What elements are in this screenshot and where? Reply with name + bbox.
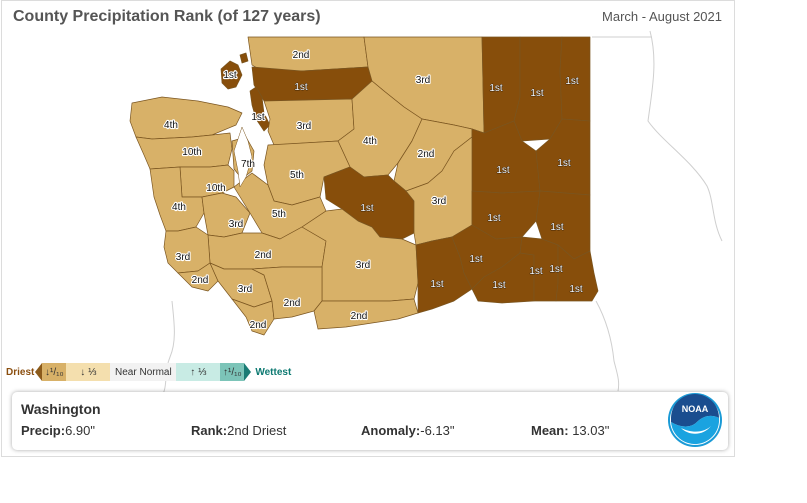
rank-label-okanogan: 3rd xyxy=(416,75,430,86)
rank-labels: 1st 2nd 1st 3rd 1st 1st 1st 1st 4th 3rd … xyxy=(163,49,579,332)
legend: Driest ↓¹/₁₀ ↓ ⅓ Near Normal ↑ ⅓ ↑¹/₁₀ W… xyxy=(6,363,291,381)
rank-label-grant: 3rd xyxy=(432,196,446,207)
rank-label-grays-harbor: 4th xyxy=(172,202,186,213)
rank-label-walla-walla: 1st xyxy=(492,280,506,291)
anomaly-stat: Anomaly:-6.13" xyxy=(361,423,454,438)
county-asotin[interactable] xyxy=(555,244,599,302)
rank-label-benton: 1st xyxy=(430,279,444,290)
rank-stat: Rank:2nd Driest xyxy=(191,423,286,438)
rank-label-franklin: 1st xyxy=(469,254,483,265)
time-period: March - August 2021 xyxy=(602,9,722,24)
rank-label-mason: 10th xyxy=(206,183,225,194)
state-name: Washington xyxy=(21,401,101,417)
county-pacific[interactable] xyxy=(163,226,211,274)
precip-label: Precip: xyxy=(21,423,66,438)
rank-label-columbia: 1st xyxy=(529,266,543,277)
county-pierce[interactable] xyxy=(233,172,327,240)
rank-label-ferry: 1st xyxy=(489,83,503,94)
legend-wettest-tenth: ↑¹/₁₀ xyxy=(220,363,245,381)
rank-label-clallam: 4th xyxy=(164,120,178,131)
county-skagit[interactable] xyxy=(251,66,373,102)
washington-map[interactable]: 1st 2nd 1st 3rd 1st 1st 1st 1st 4th 3rd … xyxy=(2,1,734,456)
rank-label-yakima: 3rd xyxy=(356,260,370,271)
rank-label-san-juan: 1st xyxy=(223,70,237,81)
legend-left-arrow-icon xyxy=(35,363,43,381)
rank-label-spokane: 1st xyxy=(557,158,571,169)
legend-right-arrow-icon xyxy=(244,363,252,381)
rank-label-snohomish: 3rd xyxy=(297,121,311,132)
county-clark[interactable] xyxy=(231,298,275,336)
rank-label-clark: 2nd xyxy=(250,320,267,331)
rank-label-jefferson: 10th xyxy=(182,147,201,158)
rank-label-cowlitz: 3rd xyxy=(238,284,252,295)
rank-label-garfield: 1st xyxy=(549,264,563,275)
neighbor-boundaries xyxy=(161,30,723,397)
map-title: County Precipitation Rank (of 127 years) xyxy=(13,8,321,25)
rank-label-king: 5th xyxy=(290,170,304,181)
rank-label-pend-oreille: 1st xyxy=(565,76,579,87)
legend-driest-tenth: ↓¹/₁₀ xyxy=(42,363,67,381)
rank-label-adams: 1st xyxy=(487,213,501,224)
legend-driest-label: Driest xyxy=(6,366,35,378)
mean-value: 13.03" xyxy=(572,423,610,438)
rank-label-skagit: 1st xyxy=(294,82,308,93)
county-layer xyxy=(129,36,599,336)
anomaly-value: -6.13" xyxy=(420,423,455,438)
rank-label-wahkiakum: 2nd xyxy=(192,275,209,286)
state-info-card: Washington Precip:6.90" Rank:2nd Driest … xyxy=(12,392,728,450)
rank-label-skamania: 2nd xyxy=(284,298,301,309)
legend-driest-third: ↓ ⅓ xyxy=(66,363,111,381)
legend-wettest-label: Wettest xyxy=(255,366,292,378)
rank-label-lewis: 2nd xyxy=(255,250,272,261)
legend-wettest-third: ↑ ⅓ xyxy=(176,363,221,381)
rank-label: Rank: xyxy=(191,423,228,438)
rank-label-stevens: 1st xyxy=(530,88,544,99)
rank-label-whatcom: 2nd xyxy=(293,50,310,61)
legend-near-normal: Near Normal xyxy=(110,363,177,381)
noaa-logo-icon[interactable]: NOAA xyxy=(667,392,723,448)
rank-label-lincoln: 1st xyxy=(496,165,510,176)
county-skamania[interactable] xyxy=(251,266,323,320)
rank-value: 2nd Driest xyxy=(227,423,287,438)
rank-label-kitsap: 7th xyxy=(241,159,255,170)
precip-value: 6.90" xyxy=(65,423,95,438)
rank-label-klickitat: 2nd xyxy=(351,311,368,322)
map-panel: County Precipitation Rank (of 127 years)… xyxy=(1,0,735,457)
county-jefferson[interactable] xyxy=(135,132,233,170)
anomaly-label: Anomaly: xyxy=(361,423,421,438)
county-klickitat[interactable] xyxy=(313,298,419,330)
puget-sound-water xyxy=(233,126,253,188)
county-san-juan[interactable] xyxy=(220,52,249,90)
noaa-logo-text: NOAA xyxy=(682,404,709,414)
rank-label-island: 1st xyxy=(251,112,265,123)
rank-label-thurston: 3rd xyxy=(229,219,243,230)
county-clallam[interactable] xyxy=(129,96,243,140)
rank-label-pacific: 3rd xyxy=(176,252,190,263)
precip-stat: Precip:6.90" xyxy=(21,423,95,438)
mean-stat: Mean: 13.03" xyxy=(531,423,609,438)
rank-label-kittitas: 1st xyxy=(360,203,374,214)
rank-label-chelan: 4th xyxy=(363,136,377,147)
rank-label-pierce: 5th xyxy=(272,209,286,220)
mean-label: Mean: xyxy=(531,423,569,438)
rank-label-douglas: 2nd xyxy=(418,149,435,160)
rank-label-asotin: 1st xyxy=(569,284,583,295)
rank-label-whitman: 1st xyxy=(550,222,564,233)
